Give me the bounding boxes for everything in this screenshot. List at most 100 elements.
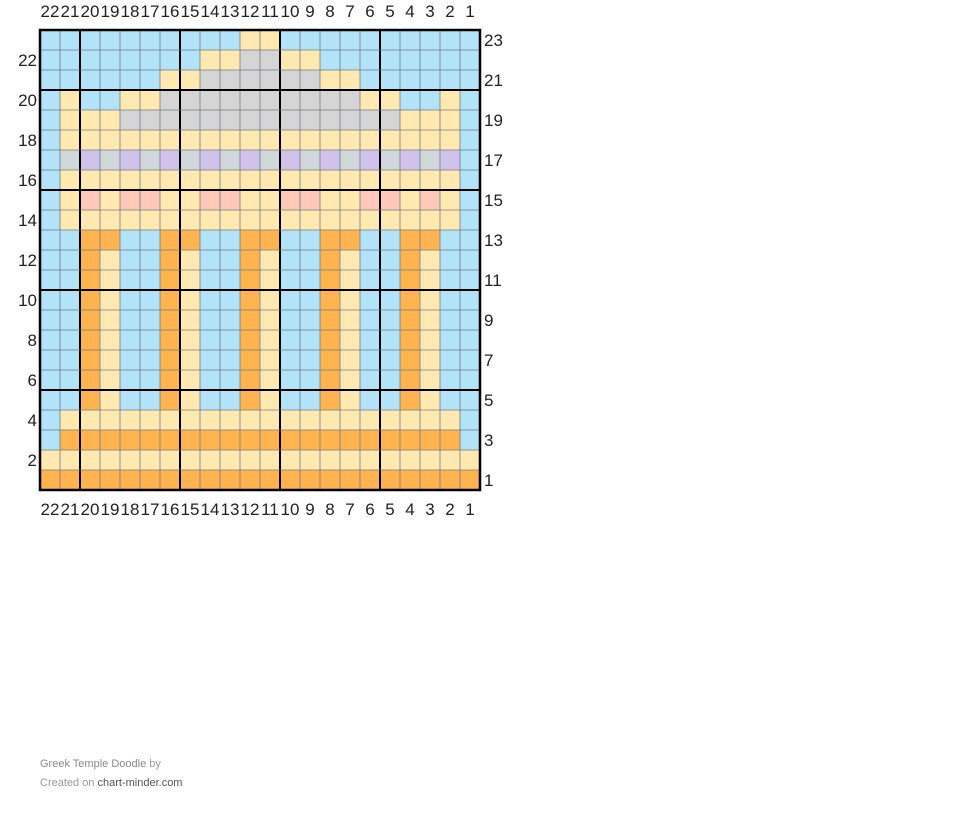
chart-cell[interactable] <box>460 390 480 410</box>
chart-cell[interactable] <box>300 90 320 110</box>
chart-cell[interactable] <box>440 350 460 370</box>
chart-cell[interactable] <box>320 470 340 490</box>
chart-cell[interactable] <box>280 190 300 210</box>
chart-cell[interactable] <box>440 230 460 250</box>
chart-cell[interactable] <box>40 450 60 470</box>
chart-cell[interactable] <box>380 410 400 430</box>
chart-cell[interactable] <box>260 70 280 90</box>
chart-cell[interactable] <box>180 430 200 450</box>
chart-cell[interactable] <box>180 270 200 290</box>
chart-cell[interactable] <box>40 110 60 130</box>
chart-cell[interactable] <box>400 230 420 250</box>
chart-cell[interactable] <box>440 290 460 310</box>
chart-cell[interactable] <box>140 270 160 290</box>
chart-cell[interactable] <box>420 390 440 410</box>
chart-cell[interactable] <box>40 290 60 310</box>
chart-cell[interactable] <box>440 30 460 50</box>
chart-cell[interactable] <box>180 70 200 90</box>
chart-cell[interactable] <box>260 330 280 350</box>
chart-cell[interactable] <box>240 350 260 370</box>
chart-cell[interactable] <box>460 430 480 450</box>
chart-cell[interactable] <box>300 350 320 370</box>
chart-cell[interactable] <box>160 390 180 410</box>
chart-cell[interactable] <box>460 250 480 270</box>
chart-cell[interactable] <box>100 90 120 110</box>
chart-cell[interactable] <box>160 110 180 130</box>
chart-cell[interactable] <box>80 350 100 370</box>
chart-cell[interactable] <box>340 430 360 450</box>
chart-cell[interactable] <box>120 430 140 450</box>
chart-cell[interactable] <box>300 370 320 390</box>
chart-cell[interactable] <box>460 310 480 330</box>
chart-cell[interactable] <box>100 370 120 390</box>
chart-cell[interactable] <box>180 110 200 130</box>
chart-cell[interactable] <box>380 270 400 290</box>
chart-cell[interactable] <box>80 50 100 70</box>
chart-cell[interactable] <box>160 130 180 150</box>
chart-cell[interactable] <box>120 330 140 350</box>
chart-cell[interactable] <box>60 90 80 110</box>
chart-cell[interactable] <box>300 430 320 450</box>
chart-cell[interactable] <box>160 250 180 270</box>
chart-cell[interactable] <box>400 110 420 130</box>
chart-cell[interactable] <box>260 230 280 250</box>
chart-cell[interactable] <box>400 190 420 210</box>
chart-cell[interactable] <box>400 30 420 50</box>
chart-cell[interactable] <box>160 190 180 210</box>
chart-cell[interactable] <box>160 70 180 90</box>
chart-cell[interactable] <box>300 130 320 150</box>
chart-cell[interactable] <box>100 290 120 310</box>
chart-cell[interactable] <box>200 30 220 50</box>
chart-cell[interactable] <box>100 270 120 290</box>
chart-cell[interactable] <box>120 270 140 290</box>
chart-cell[interactable] <box>240 410 260 430</box>
chart-cell[interactable] <box>260 310 280 330</box>
chart-cell[interactable] <box>100 190 120 210</box>
chart-cell[interactable] <box>360 90 380 110</box>
chart-cell[interactable] <box>80 390 100 410</box>
chart-cell[interactable] <box>220 430 240 450</box>
chart-cell[interactable] <box>340 30 360 50</box>
chart-cell[interactable] <box>60 210 80 230</box>
chart-cell[interactable] <box>280 390 300 410</box>
chart-cell[interactable] <box>280 70 300 90</box>
chart-cell[interactable] <box>280 30 300 50</box>
chart-cell[interactable] <box>140 50 160 70</box>
chart-cell[interactable] <box>200 430 220 450</box>
chart-cell[interactable] <box>260 290 280 310</box>
chart-cell[interactable] <box>140 90 160 110</box>
chart-cell[interactable] <box>220 110 240 130</box>
chart-cell[interactable] <box>420 470 440 490</box>
chart-cell[interactable] <box>440 370 460 390</box>
chart-cell[interactable] <box>100 330 120 350</box>
chart-cell[interactable] <box>460 130 480 150</box>
chart-cell[interactable] <box>380 370 400 390</box>
chart-cell[interactable] <box>300 50 320 70</box>
chart-cell[interactable] <box>220 150 240 170</box>
chart-cell[interactable] <box>440 390 460 410</box>
chart-cell[interactable] <box>100 410 120 430</box>
chart-cell[interactable] <box>200 270 220 290</box>
chart-cell[interactable] <box>40 330 60 350</box>
chart-cell[interactable] <box>360 230 380 250</box>
chart-cell[interactable] <box>60 110 80 130</box>
chart-cell[interactable] <box>200 230 220 250</box>
chart-cell[interactable] <box>440 50 460 70</box>
chart-cell[interactable] <box>160 310 180 330</box>
chart-cell[interactable] <box>180 390 200 410</box>
chart-cell[interactable] <box>160 230 180 250</box>
chart-cell[interactable] <box>220 170 240 190</box>
chart-cell[interactable] <box>240 290 260 310</box>
chart-cell[interactable] <box>260 90 280 110</box>
chart-cell[interactable] <box>200 370 220 390</box>
chart-cell[interactable] <box>100 250 120 270</box>
chart-cell[interactable] <box>80 230 100 250</box>
chart-cell[interactable] <box>140 230 160 250</box>
chart-cell[interactable] <box>360 390 380 410</box>
chart-cell[interactable] <box>440 190 460 210</box>
chart-cell[interactable] <box>240 370 260 390</box>
chart-cell[interactable] <box>180 30 200 50</box>
chart-cell[interactable] <box>120 210 140 230</box>
chart-cell[interactable] <box>340 150 360 170</box>
chart-cell[interactable] <box>60 250 80 270</box>
